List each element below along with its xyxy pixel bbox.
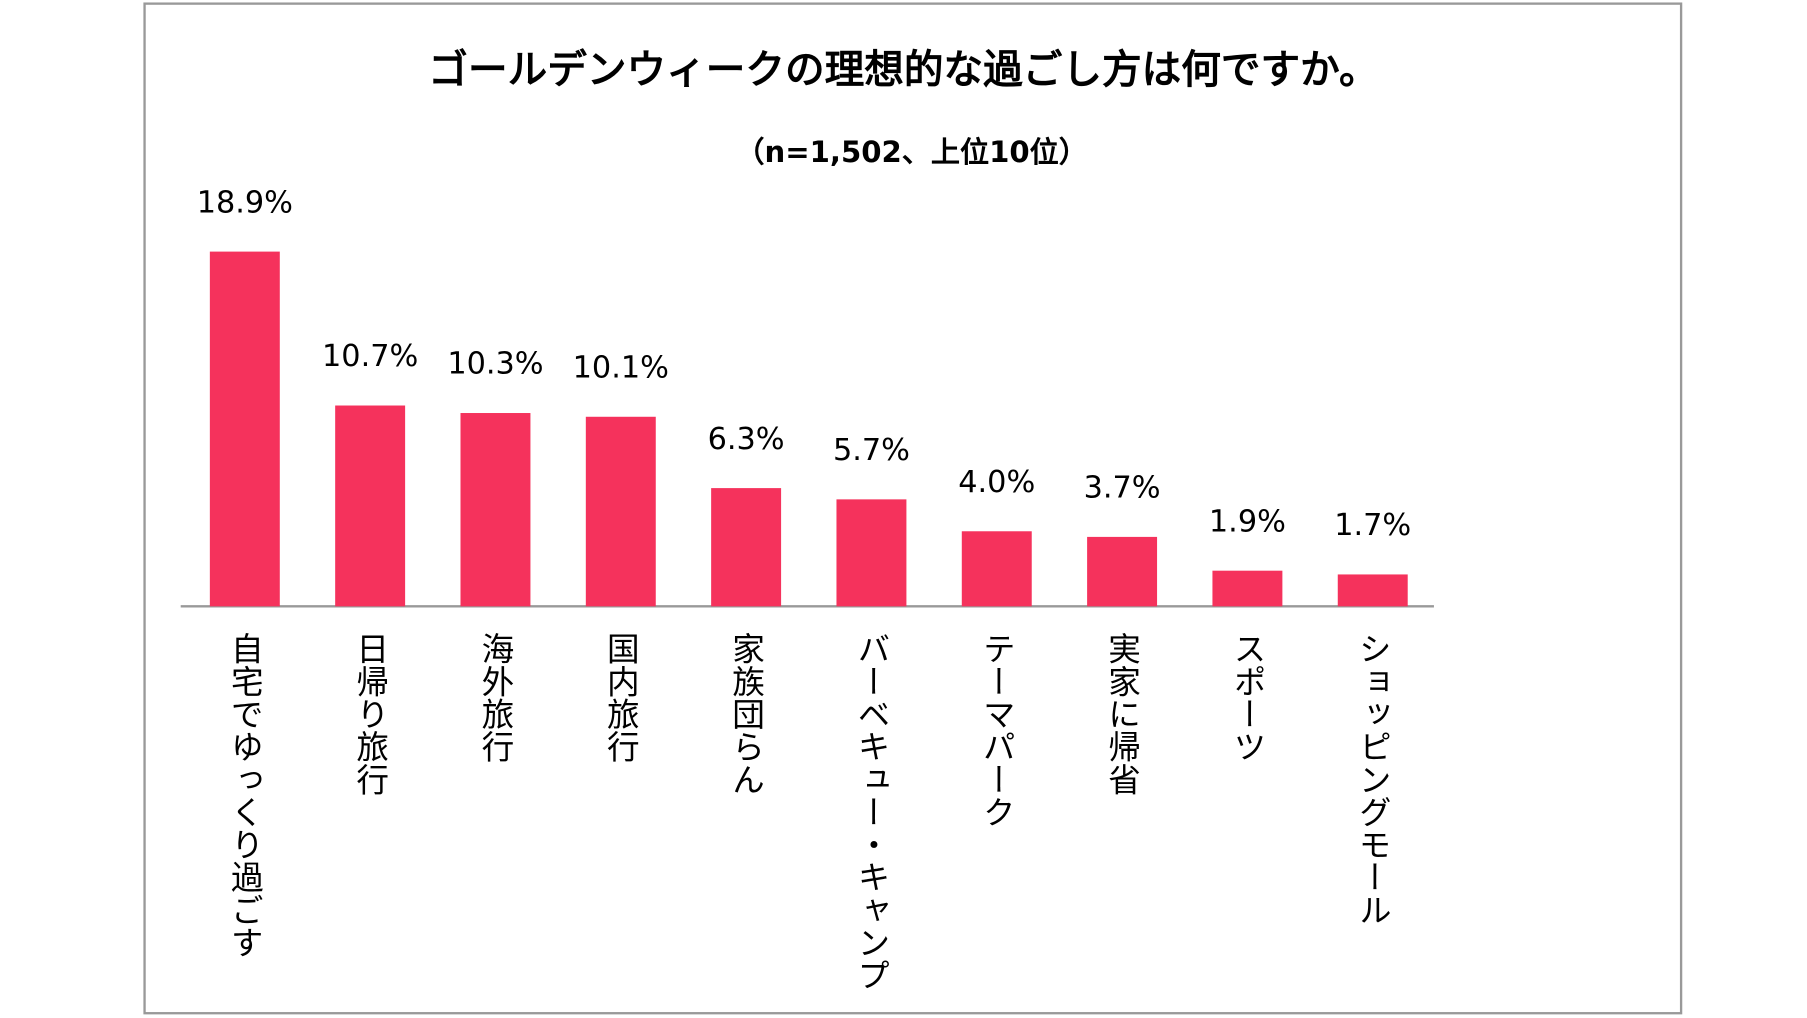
data-label: 18.9% — [197, 185, 293, 220]
data-label: 3.7% — [1084, 471, 1161, 506]
data-label: 1.9% — [1209, 504, 1286, 539]
chart-subtitle: （n=1,502、上位10位） — [735, 135, 1088, 169]
x-tick-label: テーマパーク — [978, 632, 1016, 828]
x-tick-label: 実家に帰省 — [1103, 632, 1141, 796]
bar — [1212, 570, 1283, 607]
data-label: 10.3% — [447, 347, 543, 382]
x-tick-label: 自宅でゆっくり過ごす — [226, 632, 264, 959]
chart-title: ゴールデンウィークの理想的な過ごし方は何ですか。 — [428, 47, 1378, 93]
bar — [209, 251, 280, 607]
data-label: 10.7% — [322, 339, 418, 374]
x-tick-label: バーベキュー・キャンプ — [852, 632, 890, 991]
x-tick-label: 国内旅行 — [602, 632, 640, 763]
x-tick-label: ショッピングモール — [1354, 632, 1392, 926]
x-tick-label: 海外旅行 — [476, 632, 514, 763]
bar — [711, 488, 782, 607]
bar — [585, 416, 656, 607]
bar — [335, 405, 406, 607]
x-tick-label: 日帰り旅行 — [351, 632, 389, 795]
x-tick-label: 家族団らん — [727, 632, 765, 795]
bar — [1087, 536, 1158, 607]
bar — [961, 531, 1032, 607]
data-label: 10.1% — [573, 350, 669, 385]
data-label: 1.7% — [1334, 508, 1411, 543]
x-tick-label: スポーツ — [1228, 632, 1266, 763]
bar — [460, 413, 531, 607]
bar — [1337, 574, 1408, 607]
bar — [836, 499, 907, 607]
data-label: 5.7% — [833, 433, 910, 468]
data-label: 4.0% — [958, 465, 1035, 500]
data-label: 6.3% — [708, 422, 785, 457]
